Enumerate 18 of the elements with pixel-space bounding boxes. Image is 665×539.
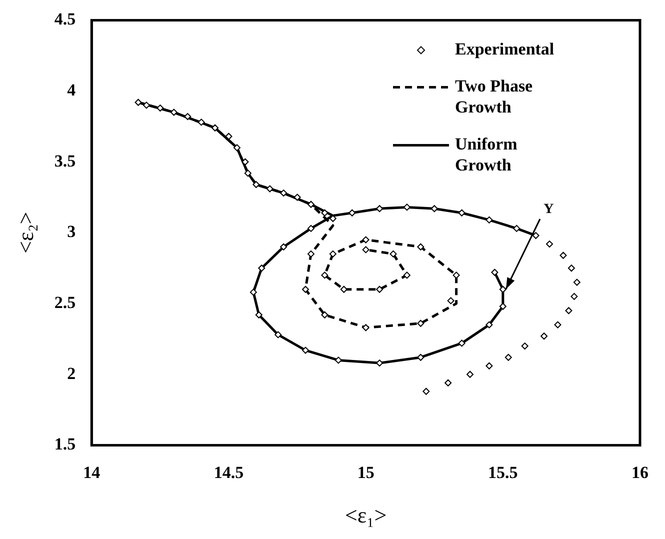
legend-label: Two Phase Growth: [455, 76, 534, 117]
y-tick-label: 3: [67, 222, 76, 242]
y-tick-label: 1.5: [54, 434, 76, 454]
y-tick-label: 2.5: [54, 292, 76, 312]
y-tick-label: 2: [67, 364, 76, 383]
annotation: Y: [544, 202, 554, 217]
x-axis-title: <ε₁>: [344, 502, 387, 528]
y-tick-label: 3.5: [54, 151, 76, 170]
x-tick-label: 14: [83, 462, 101, 482]
x-tick-label: 16: [632, 462, 648, 482]
x-tick-label: 15: [357, 462, 374, 482]
x-tick-label: 14.5: [214, 462, 244, 482]
y-axis-title: <ε₂>: [12, 212, 38, 254]
x-tick-label: 15.5: [488, 462, 518, 482]
legend-label: Uniform Growth: [455, 134, 518, 175]
y-tick-label: 4: [67, 80, 76, 100]
y-tick-label: 4.5: [54, 10, 76, 29]
legend-label: Experimental: [455, 40, 554, 59]
